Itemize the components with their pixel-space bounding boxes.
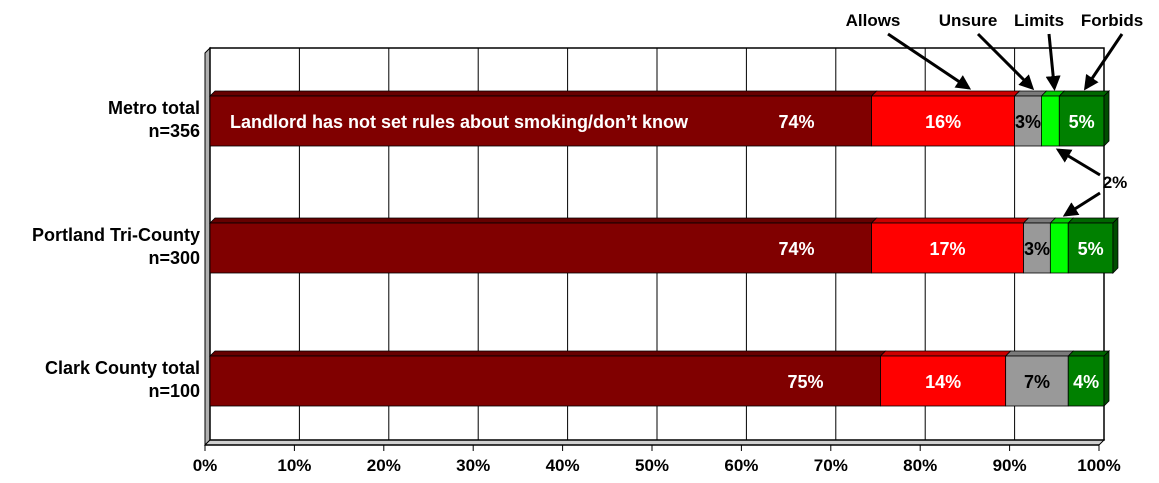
legend-arrow: [1045, 33, 1061, 91]
legend-arrow: [887, 32, 972, 90]
legend-label: Forbids: [1081, 11, 1143, 30]
x-tick-label: 50%: [635, 456, 669, 475]
bar-segment: [1023, 222, 1051, 274]
x-tick-label: 60%: [724, 456, 758, 475]
bar-segment-top: [879, 350, 1012, 357]
bar-value-label: 4%: [1073, 372, 1099, 392]
bar-segment: [209, 95, 872, 147]
bar-segment: [880, 355, 1007, 407]
bar-segment-top: [1058, 90, 1110, 97]
category-label: Clark County total: [45, 358, 200, 378]
legend-arrow: [976, 32, 1035, 91]
bar-value-label: 75%: [787, 372, 823, 392]
limits-arrow: [1062, 191, 1101, 217]
bar-value-label: 3%: [1024, 239, 1050, 259]
bar-segment-top: [1004, 350, 1075, 357]
legend-arrow: [1083, 33, 1124, 91]
category-n-label: n=100: [148, 381, 200, 401]
bar-segment: [209, 355, 881, 407]
category-label: Portland Tri-County: [32, 225, 200, 245]
value-labels: 74% 16% 3% 5% 74% 17% 3% 5% 75% 14% 7% 4% Landlord h…: [230, 112, 1104, 392]
bar-segment-top: [209, 350, 887, 357]
x-tick-label: 80%: [903, 456, 937, 475]
x-tick-label: 90%: [993, 456, 1027, 475]
bar-segment-top: [1067, 217, 1119, 224]
bar-segment-top: [209, 217, 878, 224]
x-tick-label: 30%: [456, 456, 490, 475]
bar-value-label: 5%: [1069, 112, 1095, 132]
category-n-label: n=300: [148, 248, 200, 268]
x-tick-label: 70%: [814, 456, 848, 475]
bar-segment: [1041, 95, 1060, 147]
x-tick-label: 20%: [367, 456, 401, 475]
bar-value-label: 74%: [779, 112, 815, 132]
x-tick-label: 40%: [546, 456, 580, 475]
x-tick-label: 0%: [193, 456, 218, 475]
bar-value-label: 7%: [1024, 372, 1050, 392]
bar-segment: [1005, 355, 1069, 407]
bar-segment: [209, 222, 872, 274]
legend-label: Allows: [846, 11, 901, 30]
bar-segment-top: [1067, 350, 1110, 357]
legend-label: Limits: [1014, 11, 1064, 30]
inline-series-label: Landlord has not set rules about smoking…: [230, 112, 689, 132]
x-tick-label: 100%: [1077, 456, 1120, 475]
legend-callouts: Allows Unsure Limits Forbids 2%: [846, 11, 1143, 217]
category-labels: Metro total n=356 Portland Tri-County n=300…: [32, 98, 200, 401]
legend-label: Unsure: [939, 11, 998, 30]
x-axis: 0% 10% 20% 30% 40% 50% 60% 70% 80% 90% 100%: [193, 444, 1121, 475]
bar-end-side: [1103, 90, 1110, 147]
bar-value-label: 16%: [925, 112, 961, 132]
bar-end-side: [1112, 217, 1119, 274]
bar-segment: [1049, 222, 1069, 274]
category-n-label: n=356: [148, 121, 200, 141]
bar-segment: [1067, 222, 1114, 274]
bars: [209, 90, 1119, 407]
bar-segment: [1058, 95, 1105, 147]
limits-arrow: [1055, 148, 1101, 177]
bar-value-label: 14%: [925, 372, 961, 392]
bar-segment: [871, 95, 1015, 147]
bar-segment-top: [209, 90, 878, 97]
category-label: Metro total: [108, 98, 200, 118]
bar-end-side: [1103, 350, 1110, 407]
bar-value-label: 74%: [779, 239, 815, 259]
bar-segment: [1067, 355, 1105, 407]
bar-segment-top: [870, 90, 1021, 97]
bar-value-label: 17%: [930, 239, 966, 259]
bar-segment-top: [870, 217, 1030, 224]
bar-value-label: 3%: [1015, 112, 1041, 132]
bar-value-label: 5%: [1078, 239, 1104, 259]
limits-value-callout: 2%: [1103, 173, 1128, 192]
x-tick-label: 10%: [277, 456, 311, 475]
